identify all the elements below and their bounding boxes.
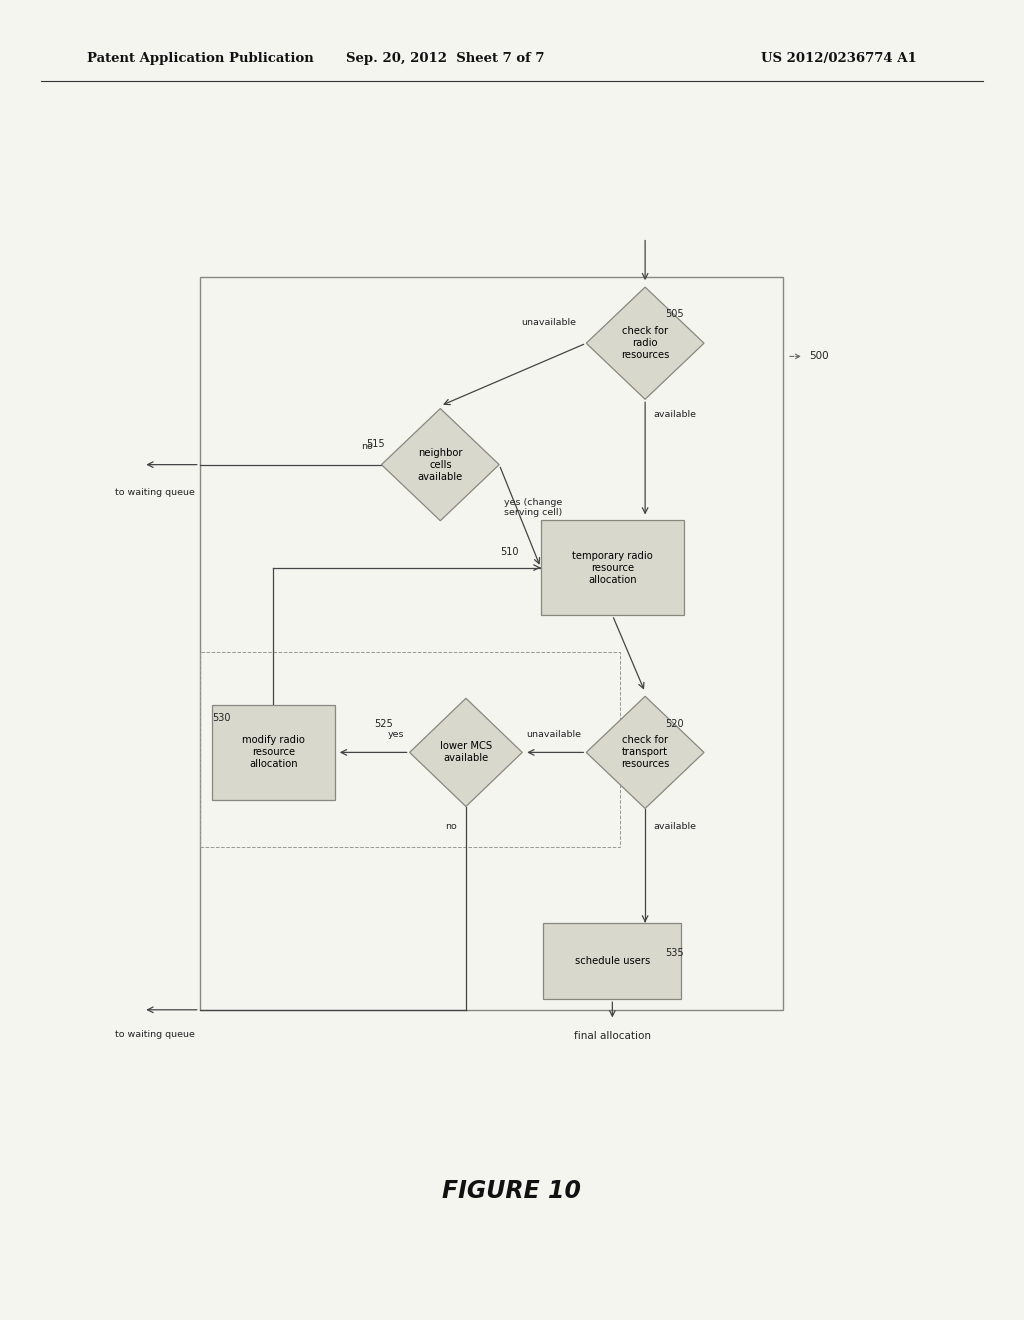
FancyBboxPatch shape [212,705,335,800]
Polygon shape [586,697,705,808]
Polygon shape [586,288,705,399]
Text: unavailable: unavailable [521,318,575,327]
Text: 505: 505 [666,309,684,319]
Text: yes: yes [388,730,404,739]
Text: 510: 510 [500,546,518,557]
Text: 520: 520 [666,718,684,729]
Text: no: no [361,442,373,451]
Text: to waiting queue: to waiting queue [115,488,195,498]
Text: schedule users: schedule users [574,956,650,966]
Text: 525: 525 [374,718,392,729]
FancyBboxPatch shape [541,520,684,615]
Text: 535: 535 [666,948,684,958]
Text: to waiting queue: to waiting queue [115,1030,195,1039]
Text: US 2012/0236774 A1: US 2012/0236774 A1 [761,51,916,65]
Polygon shape [410,698,522,807]
Text: 530: 530 [212,713,230,723]
Text: no: no [444,822,457,832]
Text: 500: 500 [809,351,828,362]
FancyBboxPatch shape [543,923,682,999]
Text: neighbor
cells
available: neighbor cells available [418,447,463,482]
Text: Sep. 20, 2012  Sheet 7 of 7: Sep. 20, 2012 Sheet 7 of 7 [346,51,545,65]
Text: 515: 515 [367,438,385,449]
Text: Patent Application Publication: Patent Application Publication [87,51,313,65]
Text: temporary radio
resource
allocation: temporary radio resource allocation [572,550,652,585]
Text: lower MCS
available: lower MCS available [440,742,492,763]
Polygon shape [381,409,500,520]
Text: modify radio
resource
allocation: modify radio resource allocation [242,735,305,770]
Text: yes (change
serving cell): yes (change serving cell) [504,498,562,517]
Text: check for
transport
resources: check for transport resources [621,735,670,770]
Text: FIGURE 10: FIGURE 10 [442,1179,582,1203]
Text: check for
radio
resources: check for radio resources [621,326,670,360]
Text: available: available [653,821,696,830]
Text: available: available [653,409,696,418]
Text: final allocation: final allocation [573,1031,651,1041]
Text: unavailable: unavailable [526,730,582,739]
